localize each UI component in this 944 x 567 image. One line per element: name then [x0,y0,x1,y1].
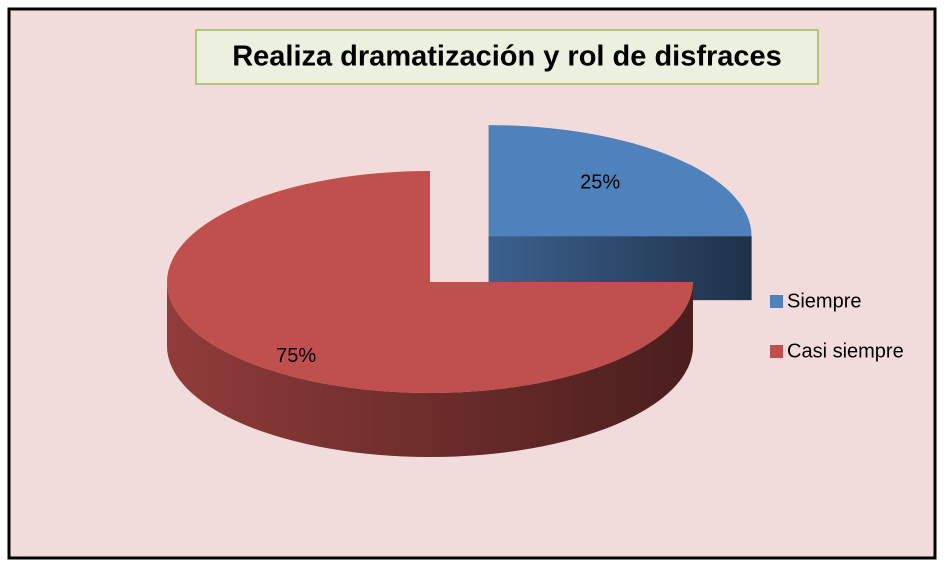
pie: 25% 75% [167,125,752,457]
legend-swatch [770,345,783,358]
legend-label: Siempre [787,290,861,312]
legend-swatch [770,295,783,308]
legend: Siempre Casi siempre [770,290,904,362]
title-box [195,29,819,85]
data-label: 75% [276,345,316,367]
slice-side-shade [167,282,693,457]
slice-top [488,125,752,237]
slice-top [167,171,693,393]
data-label: 25% [580,171,620,193]
chart-title: Realiza dramatización y rol de disfraces [232,41,782,73]
legend-label: Casi siempre [787,340,904,362]
slice: 75% [167,171,693,457]
